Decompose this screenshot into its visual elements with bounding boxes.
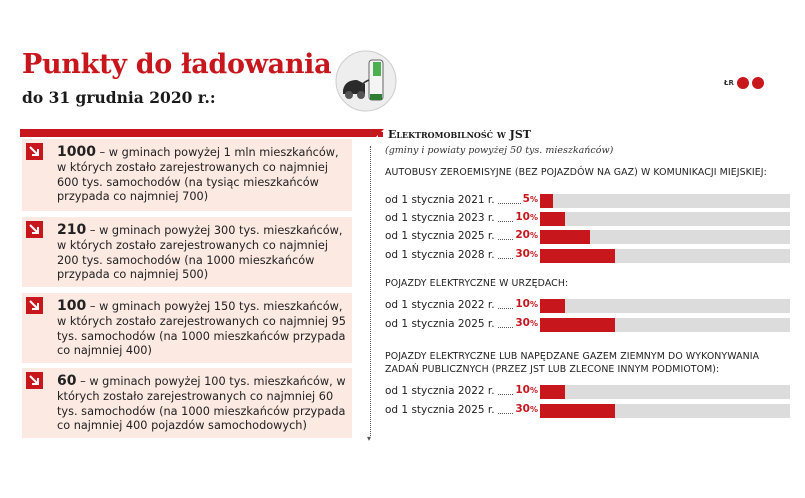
bar-value-label: 20% xyxy=(515,229,538,241)
bar xyxy=(540,249,615,263)
timeline-start: ⋮ xyxy=(367,128,375,137)
bar-track xyxy=(540,299,790,313)
card-text: 60 – w gminach powyżej 100 tys. mieszkań… xyxy=(57,374,346,434)
bar-row: od 1 stycznia 2022 r. 10% xyxy=(385,297,790,313)
bar-category-label: od 1 stycznia 2025 r. xyxy=(385,404,495,416)
bar-value-label: 30% xyxy=(515,317,538,329)
card-value: 210 xyxy=(57,222,87,238)
bar-track xyxy=(540,212,790,226)
card-value: 1000 xyxy=(57,144,96,160)
leader-dots xyxy=(497,394,514,395)
bar xyxy=(540,230,590,244)
chart-group-label: POJAZDY ELEKTRYCZNE LUB NAPĘDZANE GAZEM … xyxy=(385,351,760,375)
leader-dots xyxy=(497,221,514,222)
card-description: – w gminach powyżej 300 tys. mieszkańców… xyxy=(57,224,343,282)
bar-track xyxy=(540,249,790,263)
bar-row: od 1 stycznia 2021 r. 5% xyxy=(385,192,790,208)
section-divider xyxy=(20,129,384,137)
bar xyxy=(540,194,553,208)
chart-subtitle: (gminy i powiaty powyżej 50 tys. mieszka… xyxy=(385,145,614,156)
card-description: – w gminach powyżej 1 mln mieszkańców, w… xyxy=(57,146,339,204)
card-value: 100 xyxy=(57,298,87,314)
bar xyxy=(540,212,565,226)
bar-category-label: od 1 stycznia 2022 r. xyxy=(385,385,495,397)
bar-row: od 1 stycznia 2028 r. 30% xyxy=(385,247,790,263)
bar-track xyxy=(540,318,790,332)
timeline-line xyxy=(370,146,371,436)
bar-track xyxy=(540,404,790,418)
bullet-icon xyxy=(378,132,383,137)
leader-dots xyxy=(497,327,514,328)
card-text: 1000 – w gminach powyżej 1 mln mieszkańc… xyxy=(57,145,346,205)
card-description: – w gminach powyżej 100 tys. mieszkańców… xyxy=(57,375,346,433)
bar-track xyxy=(540,385,790,399)
timeline-end: ▾ xyxy=(367,434,372,443)
card-description: – w gminach powyżej 150 tys. mieszkańców… xyxy=(57,300,346,358)
card-text: 210 – w gminach powyżej 300 tys. mieszka… xyxy=(57,223,346,283)
page-title: Punkty do ładowania xyxy=(22,49,332,80)
leader-dots xyxy=(497,413,514,414)
bar xyxy=(540,385,565,399)
leader-dots xyxy=(497,308,514,309)
info-card: 210 – w gminach powyżej 300 tys. mieszka… xyxy=(22,217,352,287)
card-value: 60 xyxy=(57,373,77,389)
arrow-down-right-icon xyxy=(26,297,43,314)
bar-track xyxy=(540,194,790,208)
bar-category-label: od 1 stycznia 2025 r. xyxy=(385,318,495,330)
leader-dots xyxy=(497,258,514,259)
ev-charger-icon xyxy=(335,50,397,112)
bar-value-label: 10% xyxy=(515,298,538,310)
bar-value-label: 10% xyxy=(515,211,538,223)
bar-category-label: od 1 stycznia 2028 r. xyxy=(385,249,495,261)
page-subtitle: do 31 grudnia 2020 r.: xyxy=(22,88,216,107)
info-card: 60 – w gminach powyżej 100 tys. mieszkań… xyxy=(22,368,352,438)
publisher-logo: ŁR xyxy=(724,77,764,89)
arrow-down-right-icon xyxy=(26,143,43,160)
bar xyxy=(540,318,615,332)
bar-row: od 1 stycznia 2022 r. 10% xyxy=(385,383,790,399)
bar-row: od 1 stycznia 2025 r. 20% xyxy=(385,228,790,244)
bar-row: od 1 stycznia 2025 r. 30% xyxy=(385,316,790,332)
bar-value-label: 10% xyxy=(515,384,538,396)
bar-row: od 1 stycznia 2025 r. 30% xyxy=(385,402,790,418)
bar-value-label: 30% xyxy=(515,248,538,260)
chart-heading: Elektromobilność w JST xyxy=(378,128,531,141)
bar-category-label: od 1 stycznia 2022 r. xyxy=(385,299,495,311)
chart-group-label: AUTOBUSY ZEROEMISYJNE (BEZ POJAZDÓW NA G… xyxy=(385,167,767,178)
bar-value-label: 30% xyxy=(515,403,538,415)
bar-category-label: od 1 stycznia 2025 r. xyxy=(385,230,495,242)
arrow-down-right-icon xyxy=(26,221,43,238)
chart-title: Elektromobilność w JST xyxy=(388,128,531,141)
leader-dots xyxy=(497,239,514,240)
bar-row: od 1 stycznia 2023 r. 10% xyxy=(385,210,790,226)
arrow-down-right-icon xyxy=(26,372,43,389)
bar-category-label: od 1 stycznia 2023 r. xyxy=(385,212,495,224)
bar xyxy=(540,404,615,418)
info-card: 100 – w gminach powyżej 150 tys. mieszka… xyxy=(22,293,352,363)
chart-group-label: POJAZDY ELEKTRYCZNE W URZĘDACH: xyxy=(385,278,569,289)
bar-category-label: od 1 stycznia 2021 r. xyxy=(385,194,495,206)
bar-value-label: 5% xyxy=(522,193,538,205)
bar xyxy=(540,299,565,313)
card-text: 100 – w gminach powyżej 150 tys. mieszka… xyxy=(57,299,346,359)
bar-track xyxy=(540,230,790,244)
leader-dots xyxy=(497,203,521,204)
info-card: 1000 – w gminach powyżej 1 mln mieszkańc… xyxy=(22,139,352,211)
